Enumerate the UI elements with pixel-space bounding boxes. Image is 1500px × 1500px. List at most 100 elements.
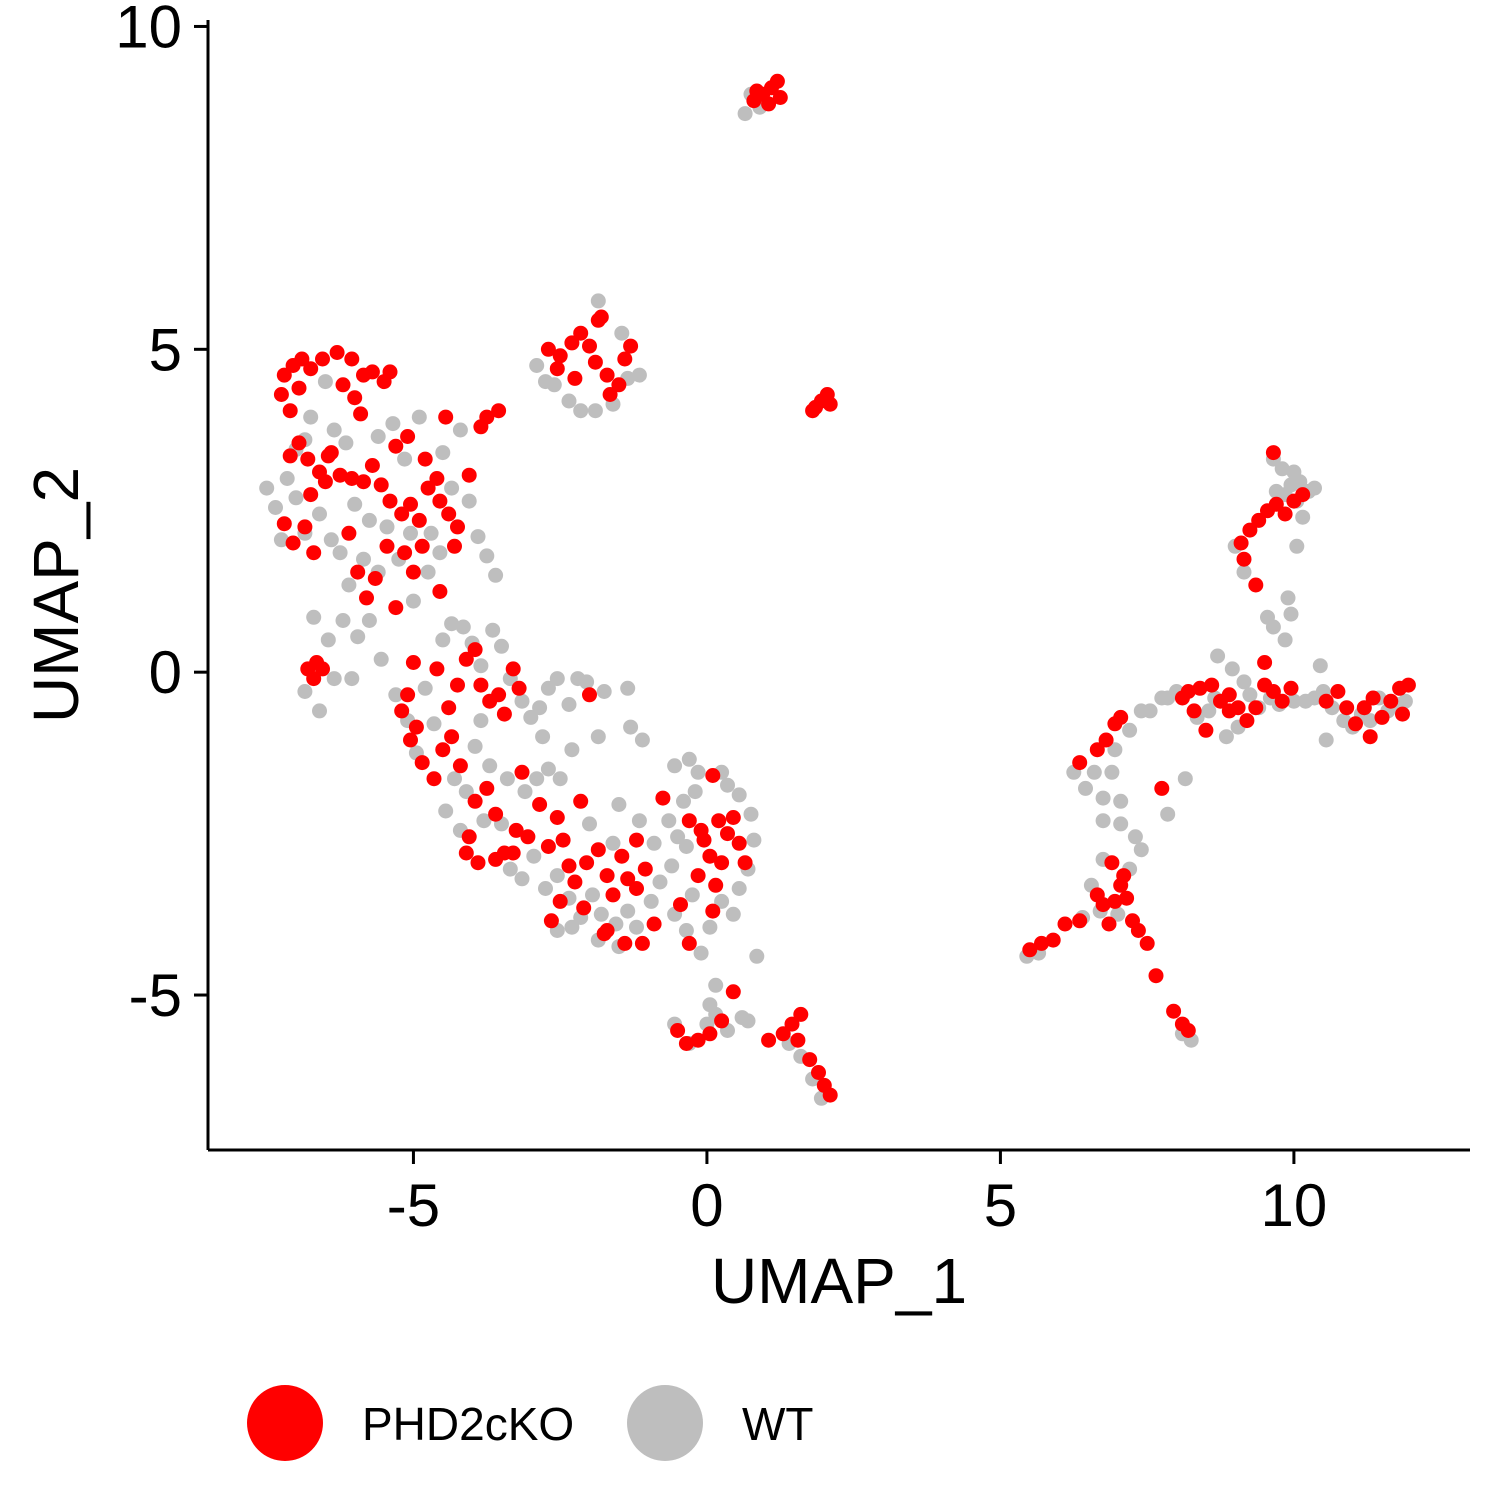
wt-point [590, 293, 606, 309]
y-tick-label: 0 [149, 639, 182, 706]
wt-point [702, 997, 718, 1013]
phd2cko-point [414, 755, 430, 771]
y-tick-label: -5 [129, 962, 182, 1029]
wt-point [573, 403, 589, 419]
wt-point [693, 945, 709, 961]
phd2cko-point [379, 538, 395, 554]
phd2cko-point [332, 467, 348, 483]
phd2cko-point [367, 571, 383, 586]
phd2cko-point [1374, 709, 1390, 725]
wt-point [312, 703, 327, 719]
wt-point [1104, 764, 1120, 780]
wt-point [479, 548, 495, 564]
phd2cko-point [297, 519, 313, 535]
phd2cko-point [294, 351, 310, 367]
phd2cko-point [1095, 897, 1111, 913]
phd2cko-point [306, 545, 322, 561]
wt-point [444, 616, 460, 632]
phd2cko-point [714, 855, 730, 871]
wt-point [529, 358, 545, 373]
phd2cko-point [1022, 942, 1038, 958]
phd2cko-point [403, 496, 418, 512]
phd2cko-point [1274, 693, 1290, 709]
phd2cko-point [629, 881, 644, 896]
phd2cko-point [488, 851, 504, 867]
phd2cko-point [458, 651, 474, 667]
wt-point [356, 551, 371, 567]
wt-point [517, 784, 533, 800]
phd2cko-point [508, 822, 524, 838]
phd2cko-point [282, 403, 298, 419]
wt-point [435, 632, 451, 648]
phd2cko-point [737, 855, 753, 871]
phd2cko-point [403, 732, 418, 748]
phd2cko-point [273, 387, 289, 402]
phd2cko-point [1057, 916, 1073, 932]
wt-point [538, 881, 553, 896]
phd2cko-point [285, 535, 301, 551]
wt-point [297, 684, 313, 699]
wt-point [1142, 703, 1158, 719]
wt-point [1362, 713, 1378, 729]
phd2cko-point [1198, 722, 1214, 738]
wt-point [564, 742, 580, 758]
wt-point [687, 784, 703, 800]
phd2cko-point [356, 474, 371, 490]
wt-point [458, 784, 474, 800]
wt-point [435, 445, 451, 461]
y-tick-label: 10 [115, 0, 182, 60]
phd2cko-point [1365, 690, 1381, 706]
wt-point [1177, 771, 1193, 787]
wt-point [605, 835, 621, 851]
wt-point [473, 713, 489, 729]
phd2cko-point [458, 845, 474, 861]
phd2cko-point [705, 768, 721, 783]
phd2cko-point [731, 835, 747, 851]
phd2cko-point [432, 584, 448, 599]
wt-point [646, 835, 662, 851]
phd2cko-point [673, 897, 688, 913]
wt-point [1274, 461, 1290, 477]
phd2cko-point [1233, 535, 1249, 551]
phd2cko-point [341, 525, 357, 541]
wt-point [312, 506, 327, 522]
phd2cko-point [496, 706, 512, 722]
wt-point [714, 893, 730, 909]
wt-point [631, 367, 647, 383]
phd2cko-point [444, 729, 460, 745]
phd2cko-point [488, 806, 504, 822]
wt-point [561, 393, 577, 409]
phd2cko-point [329, 345, 345, 360]
phd2cko-point [790, 1032, 806, 1048]
phd2cko-point [725, 984, 741, 1000]
phd2cko-point [276, 367, 292, 383]
wt-point [540, 761, 556, 777]
phd2cko-point [1248, 577, 1264, 593]
wt-point [361, 512, 377, 528]
phd2cko-point [1107, 893, 1123, 909]
phd2cko-point [1192, 680, 1208, 696]
wt-point [1086, 764, 1102, 780]
wt-point [423, 525, 439, 541]
wt-point [538, 374, 553, 390]
wt-point [620, 903, 636, 919]
phd2cko-point [802, 1052, 818, 1068]
phd2cko-point [1330, 684, 1346, 699]
phd2cko-point [1186, 703, 1202, 719]
phd2cko-point [364, 458, 380, 473]
phd2cko-point [1072, 755, 1088, 771]
wt-point [611, 797, 627, 812]
phd2cko-point [435, 742, 451, 758]
phd2cko-point [605, 887, 621, 903]
wt-point [664, 858, 680, 874]
wt-point [411, 409, 427, 425]
wt-point [499, 771, 515, 787]
phd2cko-point [1239, 713, 1255, 729]
wt-point [288, 490, 304, 506]
phd2cko-point [438, 409, 454, 425]
phd2cko-point [1045, 932, 1061, 948]
wt-point [326, 671, 342, 687]
phd2cko-point [549, 361, 565, 377]
wt-point [535, 729, 551, 745]
wt-point [514, 871, 530, 887]
